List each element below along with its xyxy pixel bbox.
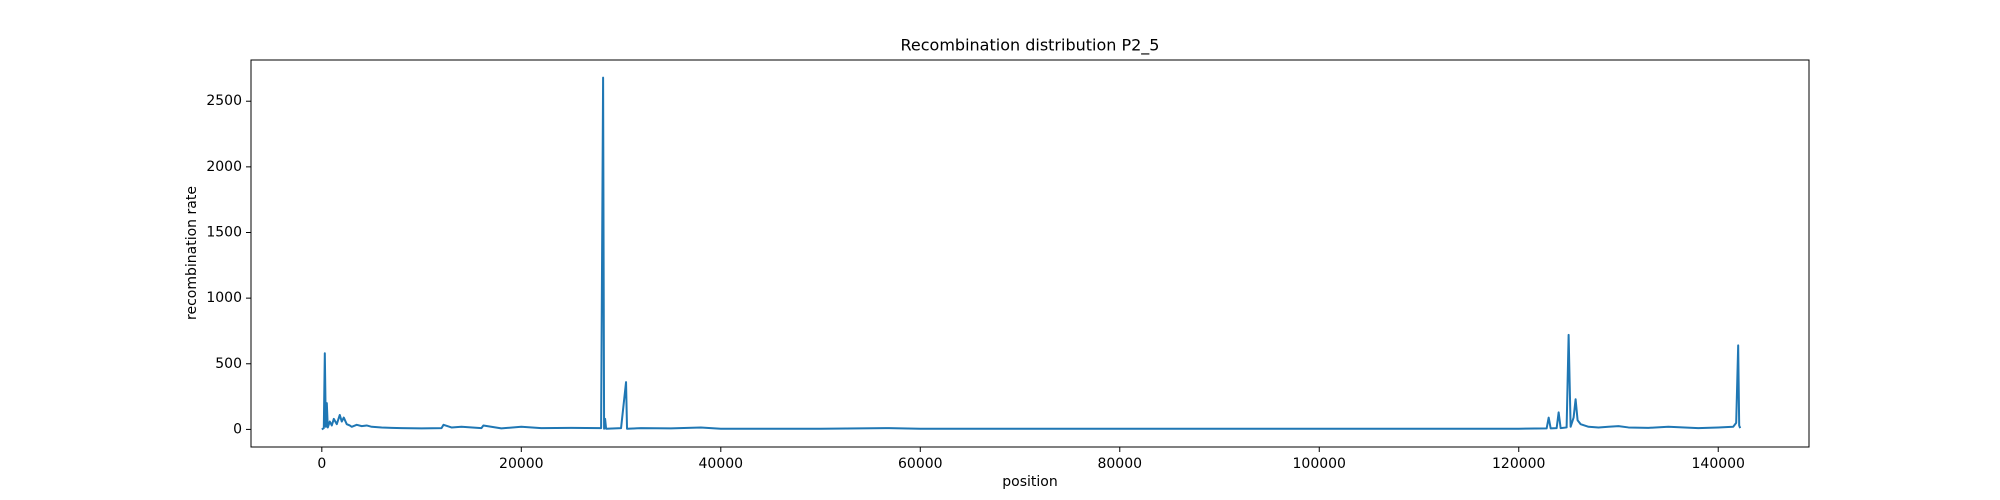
x-tick-label: 80000 <box>1097 456 1142 472</box>
y-tick-label: 2000 <box>206 159 242 175</box>
chart-title: Recombination distribution P2_5 <box>901 36 1160 56</box>
y-tick-label: 1000 <box>206 290 242 306</box>
y-tick-label: 0 <box>233 421 242 437</box>
y-tick-label: 1500 <box>206 224 242 240</box>
x-tick-label: 100000 <box>1293 456 1346 472</box>
x-tick-label: 140000 <box>1692 456 1745 472</box>
y-axis-label: recombination rate <box>184 186 200 320</box>
data-line <box>321 76 1742 431</box>
x-tick-label: 120000 <box>1492 456 1545 472</box>
x-tick-label: 0 <box>317 456 326 472</box>
y-tick-label: 500 <box>215 356 242 372</box>
plot-frame <box>250 59 1810 448</box>
y-tick-label: 2500 <box>206 93 242 109</box>
x-tick-label: 60000 <box>898 456 943 472</box>
x-tick-label: 40000 <box>699 456 744 472</box>
x-tick-label: 20000 <box>499 456 544 472</box>
x-axis-label: position <box>1002 474 1057 490</box>
